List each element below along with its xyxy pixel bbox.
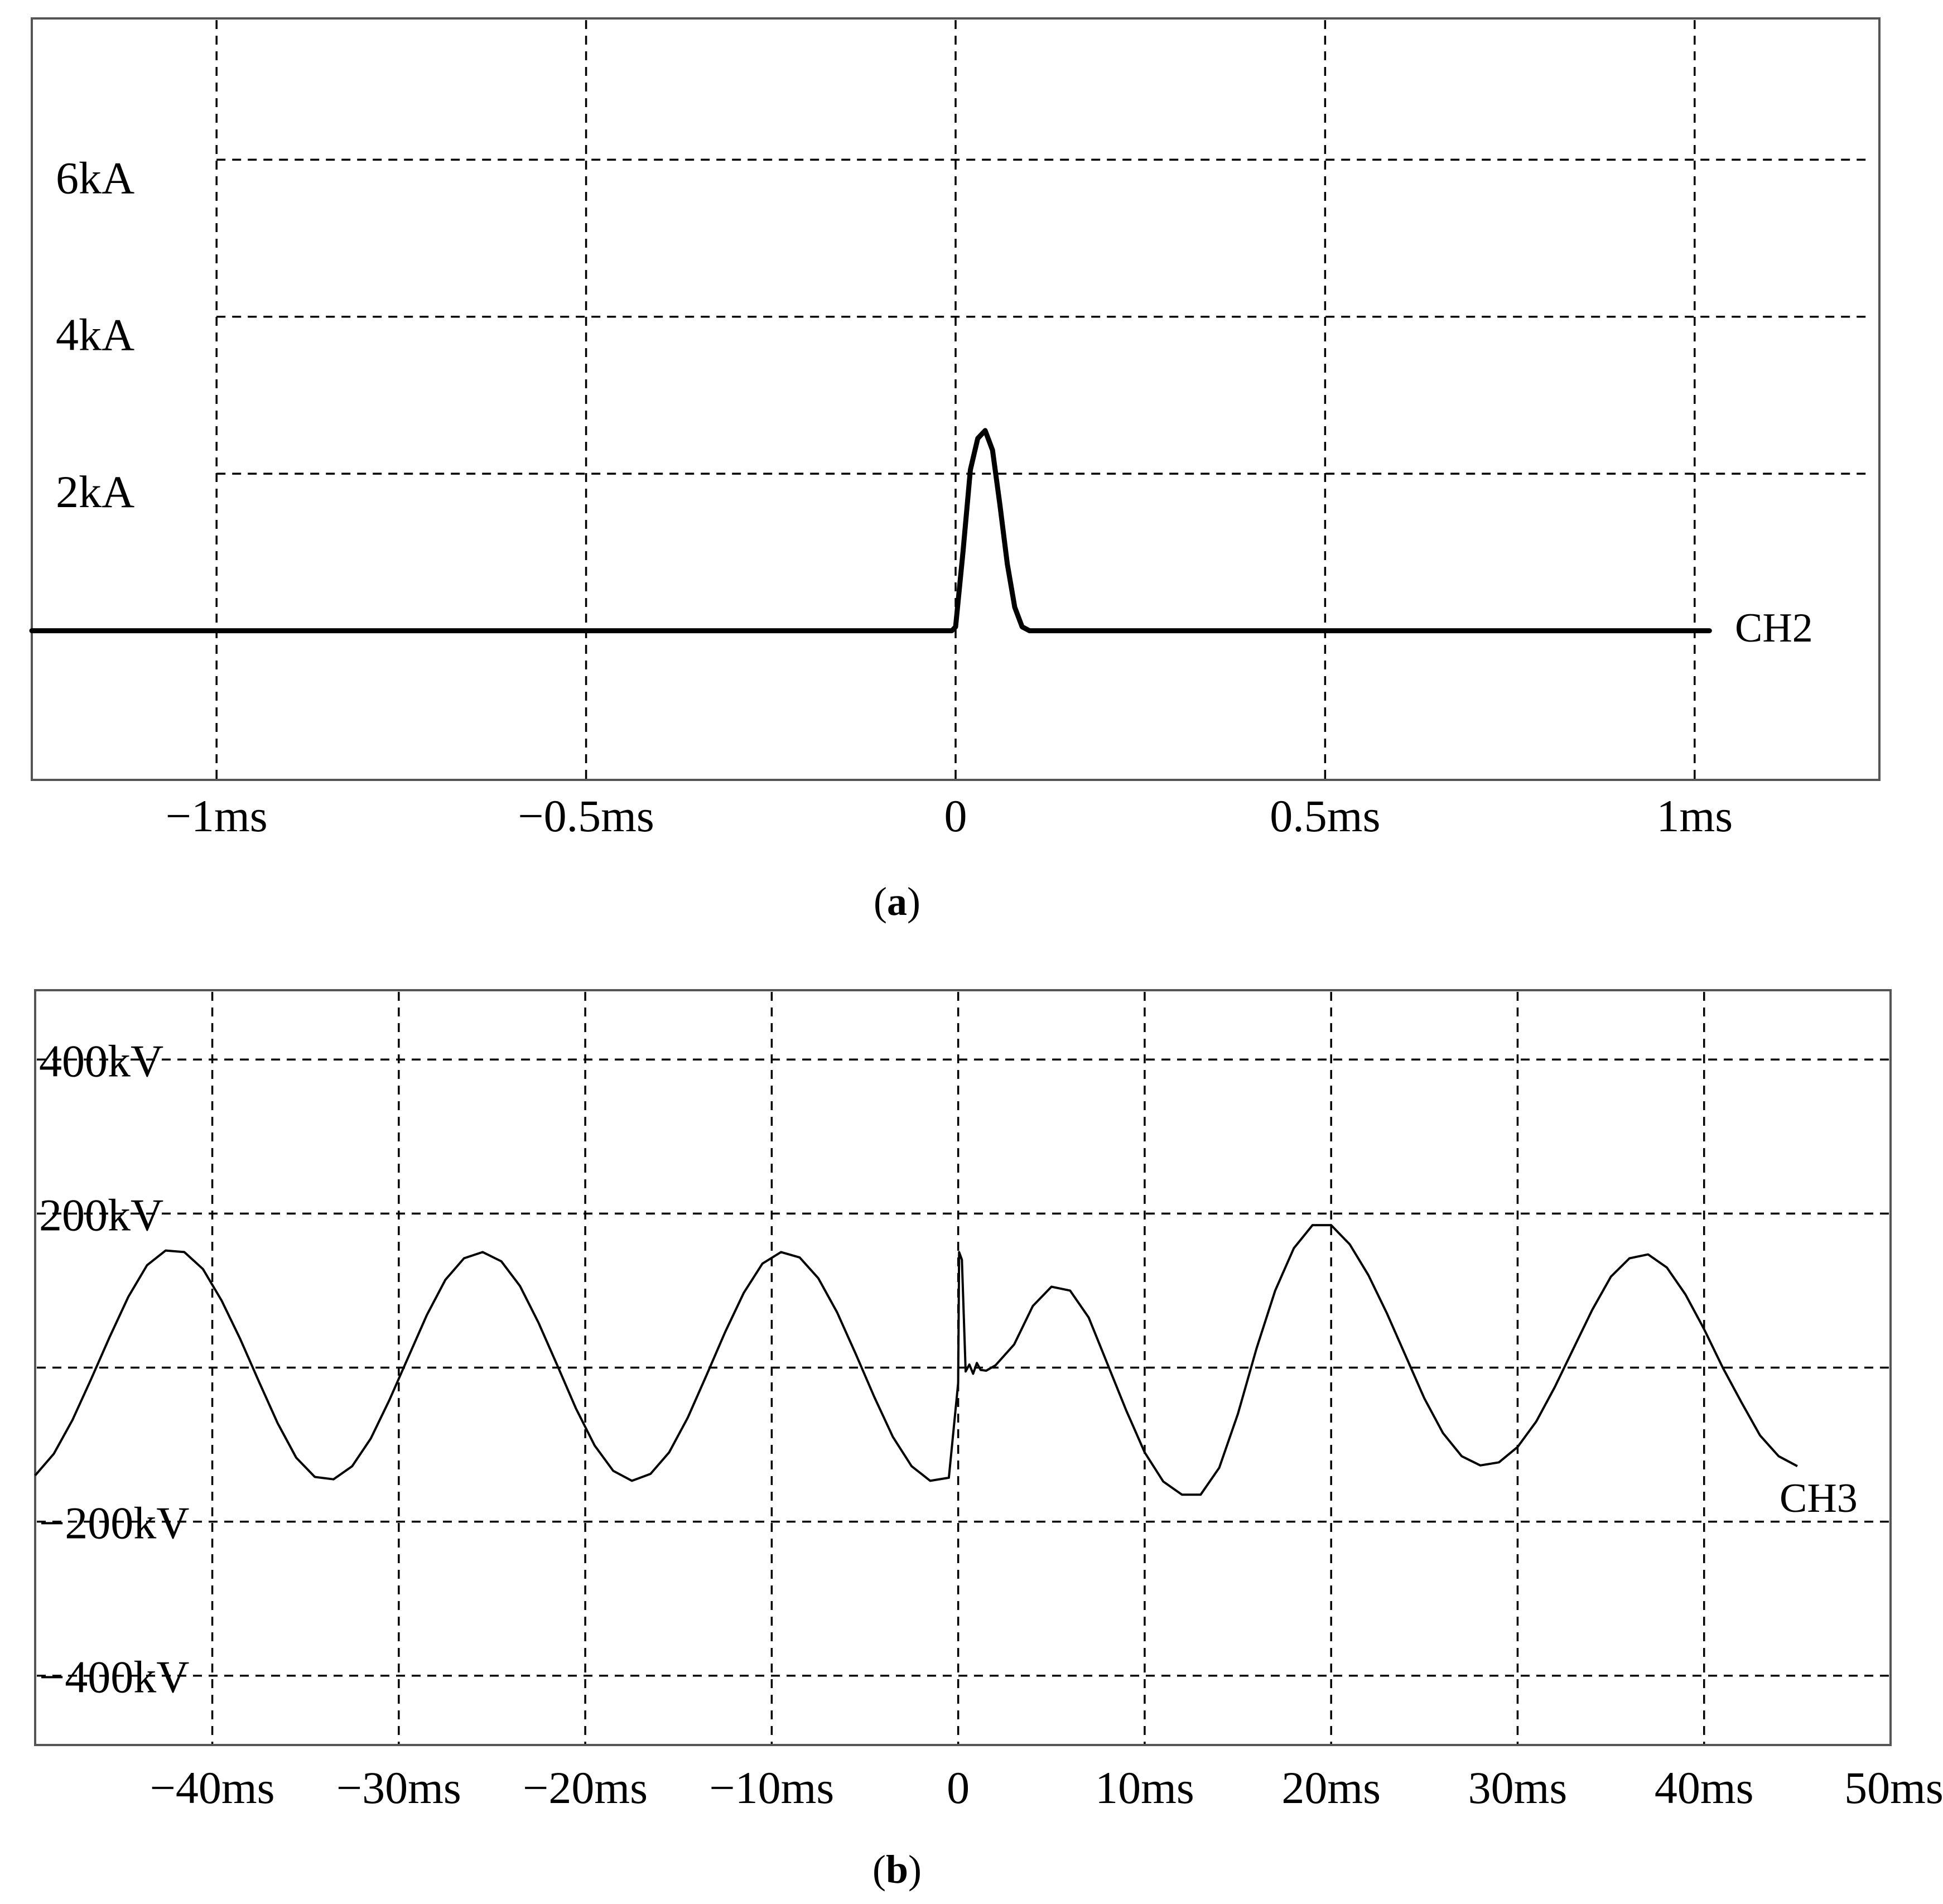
panel-b-x-tick-label-0: −40ms <box>150 1762 275 1813</box>
panel-a-y-tick-label-1: 4kA <box>56 310 134 360</box>
panel-b-x-tick-label-7: 30ms <box>1468 1762 1568 1813</box>
panel-b-x-tick-label-9: 50ms <box>1844 1762 1943 1813</box>
panel-a-x-tick-label-4: 1ms <box>1656 790 1733 841</box>
panel-b-y-tick-labels: 400kV 200kV −200kV −400kV <box>39 1035 189 1702</box>
panel-a-grid <box>215 20 1869 779</box>
panel-a-plot-frame <box>31 17 1881 781</box>
panel-a-y-tick-label-0: 2kA <box>56 466 134 517</box>
panel-b-x-tick-label-4: 0 <box>947 1762 970 1813</box>
panel-b-trace <box>34 1224 1798 1496</box>
panel-b-y-tick-label-1: 200kV <box>39 1189 163 1240</box>
panel-b-x-tick-label-1: −30ms <box>336 1762 461 1813</box>
panel-a-x-tick-label-1: −0.5ms <box>518 790 654 841</box>
panel-b-x-tick-label-6: 20ms <box>1281 1762 1381 1813</box>
panel-b-x-tick-label-3: −10ms <box>709 1762 834 1813</box>
panel-b-voltage-chart: 400kV 200kV −200kV −400kV −40ms −30ms −20ms −1… <box>34 989 1943 1892</box>
panel-a-series-line-ch2 <box>29 428 1712 634</box>
panel-b-y-tick-label-3: −400kV <box>39 1652 189 1703</box>
panel-b-x-tick-label-5: 10ms <box>1095 1762 1194 1813</box>
panel-b-y-tick-label-2: −200kV <box>39 1498 189 1549</box>
panel-a-x-tick-label-2: 0 <box>944 790 967 841</box>
panel-b-x-tick-labels: −40ms −30ms −20ms −10ms 0 10ms 20ms 30ms 40ms 50m… <box>150 1762 1943 1813</box>
panel-a-y-tick-label-2: 6kA <box>56 152 134 203</box>
panel-a-y-tick-labels: 2kA 4kA 6kA <box>56 152 134 517</box>
panel-b-x-tick-label-8: 40ms <box>1655 1762 1754 1813</box>
panel-a-trace <box>29 428 1712 634</box>
panel-b-grid <box>37 992 1889 1744</box>
panel-a-current-chart: 2kA 4kA 6kA −1ms −0.5ms 0 0.5ms 1ms CH2 (a) <box>29 17 1881 924</box>
panel-a-x-tick-label-0: −1ms <box>166 790 268 841</box>
panel-b-y-tick-label-0: 400kV <box>39 1035 163 1086</box>
panel-a-x-tick-label-3: 0.5ms <box>1270 790 1380 841</box>
panel-a-x-tick-labels: −1ms −0.5ms 0 0.5ms 1ms <box>166 790 1733 841</box>
panel-b-series-label-ch3: CH3 <box>1780 1476 1858 1521</box>
panel-b-x-tick-label-2: −20ms <box>523 1762 648 1813</box>
panel-a-caption: (a) <box>874 879 920 924</box>
panel-b-series-line-ch3 <box>34 1224 1798 1496</box>
panel-a-series-label-ch2: CH2 <box>1735 605 1813 651</box>
panel-b-plot-frame <box>34 989 1892 1746</box>
panel-b-caption: (b) <box>872 1847 922 1892</box>
